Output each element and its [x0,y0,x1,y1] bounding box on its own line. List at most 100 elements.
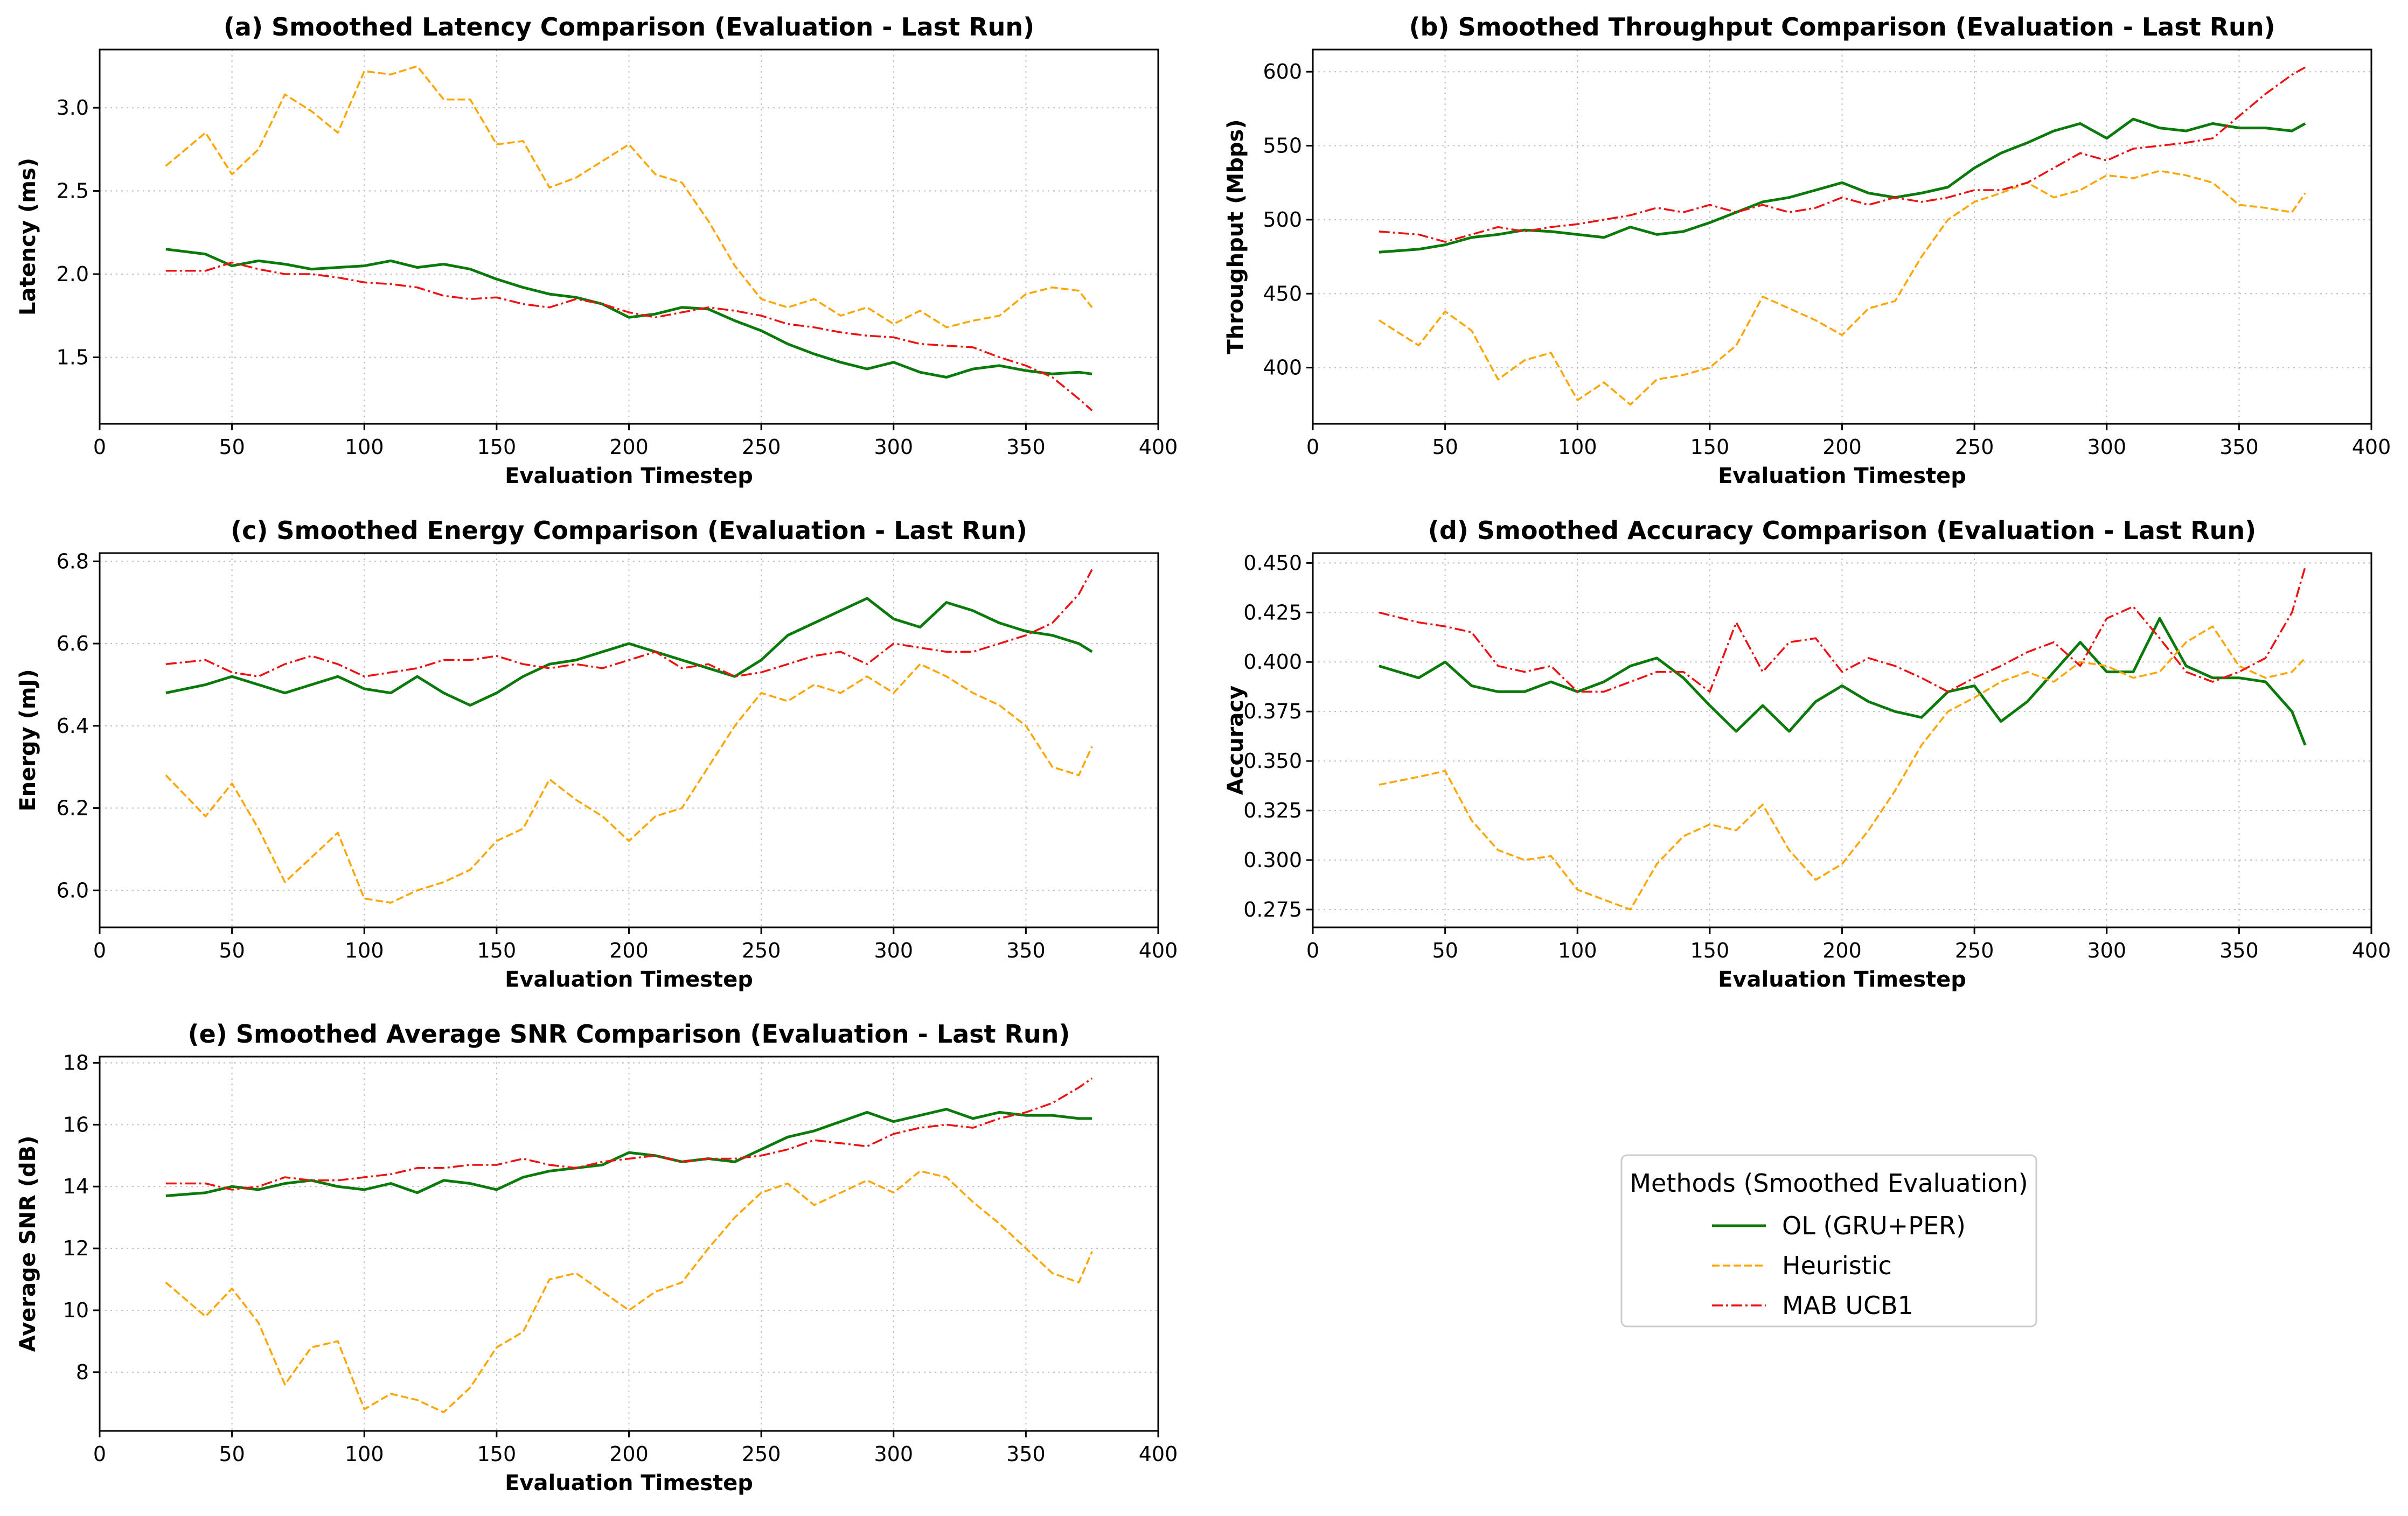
snr-y-axis-label: Average SNR (dB) [16,1136,40,1352]
latency-x-tick-label: 300 [874,435,913,459]
throughput-x-tick-label: 0 [1306,435,1319,459]
throughput-x-axis-label: Evaluation Timestep [1718,464,1966,488]
latency-series-mab [165,261,1093,411]
accuracy-x-tick-label: 0 [1306,939,1319,962]
legend-frame [1620,1154,2037,1328]
throughput-x-tick-label: 100 [1558,435,1597,459]
throughput-series-ol [1379,117,2306,254]
snr-x-tick-label: 300 [874,1442,913,1466]
snr-series-ol [165,1108,1092,1197]
snr-chart-title: (e) Smoothed Average SNR Comparison (Eva… [188,1019,1070,1049]
accuracy-y-axis-label: Accuracy [1223,686,1248,795]
accuracy-series-heuristic [1379,625,2306,911]
snr-x-tick-label: 0 [93,1442,106,1466]
accuracy-y-tick-label: 0.275 [1243,898,1302,921]
latency-x-tick-label: 100 [345,435,384,459]
snr-y-tick-label: 18 [63,1051,89,1074]
snr-x-tick-label: 400 [1139,1442,1178,1466]
energy-y-axis-label: Energy (mJ) [16,669,40,811]
accuracy-chart-title: (d) Smoothed Accuracy Comparison (Evalua… [1428,516,2256,545]
accuracy-y-tick-label: 0.300 [1243,848,1302,872]
latency-x-axis-label: Evaluation Timestep [505,464,753,488]
energy-x-tick-label: 0 [93,939,106,962]
latency-x-tick-label: 150 [477,435,517,459]
snr-x-tick-label: 150 [477,1442,517,1466]
accuracy-y-tick-label: 0.325 [1243,799,1302,822]
throughput-x-tick-label: 200 [1822,435,1862,459]
energy-x-tick-label: 400 [1139,939,1178,962]
snr-y-tick-label: 10 [63,1298,89,1322]
accuracy-y-tick-label: 0.350 [1243,749,1302,773]
energy-y-tick-label: 6.6 [57,632,89,655]
snr-x-tick-label: 50 [219,1442,245,1466]
throughput-series-heuristic [1378,170,2306,406]
latency-x-tick-label: 200 [609,435,649,459]
throughput-y-axis-label: Throughput (Mbps) [1223,119,1248,354]
chart-energy: (c) Smoothed Energy Comparison (Evaluati… [16,516,1178,992]
latency-y-tick-label: 1.5 [57,345,89,369]
accuracy-x-tick-label: 100 [1558,939,1597,962]
accuracy-y-tick-label: 0.375 [1243,700,1302,723]
latency-x-tick-label: 400 [1139,435,1178,459]
latency-chart-title: (a) Smoothed Latency Comparison (Evaluat… [224,12,1034,41]
energy-series-mab [165,569,1093,677]
energy-y-tick-label: 6.0 [57,878,89,902]
energy-y-tick-label: 6.8 [57,549,89,573]
snr-y-tick-label: 8 [76,1360,89,1384]
throughput-chart-title: (b) Smoothed Throughput Comparison (Eval… [1409,12,2275,41]
throughput-x-tick-label: 250 [1955,435,1994,459]
throughput-grid [1312,50,2372,424]
snr-y-tick-label: 12 [63,1236,89,1260]
accuracy-x-tick-label: 300 [2087,939,2126,962]
latency-y-tick-label: 2.5 [57,179,89,203]
chart-snr: (e) Smoothed Average SNR Comparison (Eva… [16,1019,1178,1496]
latency-y-axis-label: Latency (ms) [16,158,40,316]
energy-x-tick-label: 50 [219,939,245,962]
latency-x-tick-label: 350 [1006,435,1046,459]
energy-series-ol [165,597,1093,707]
latency-x-tick-label: 250 [742,435,781,459]
accuracy-x-axis-label: Evaluation Timestep [1718,967,1966,992]
accuracy-x-tick-label: 400 [2352,939,2391,962]
throughput-y-tick-label: 550 [1263,134,1302,158]
energy-x-tick-label: 200 [609,939,649,962]
throughput-y-tick-label: 600 [1263,60,1302,83]
snr-x-axis-label: Evaluation Timestep [505,1471,753,1496]
legend-title: Methods (Smoothed Evaluation) [1630,1169,2028,1198]
throughput-y-tick-label: 400 [1263,356,1302,380]
latency-y-tick-label: 2.0 [57,262,89,286]
throughput-x-tick-label: 50 [1432,435,1458,459]
legend-label-ol: OL (GRU+PER) [1782,1211,1966,1240]
snr-x-tick-label: 100 [345,1442,384,1466]
throughput-series-mab [1379,66,2306,243]
latency-x-tick-label: 50 [219,435,245,459]
latency-grid [99,50,1159,424]
legend: Methods (Smoothed Evaluation) OL (GRU+PE… [1620,1154,2037,1328]
energy-y-tick-label: 6.2 [57,797,89,820]
throughput-x-tick-label: 350 [2219,435,2259,459]
snr-x-tick-label: 250 [742,1442,781,1466]
throughput-x-tick-label: 400 [2352,435,2391,459]
latency-y-tick-label: 3.0 [57,96,89,120]
chart-throughput: (b) Smoothed Throughput Comparison (Eval… [1223,12,2391,488]
accuracy-x-tick-label: 150 [1690,939,1730,962]
chart-accuracy: (d) Smoothed Accuracy Comparison (Evalua… [1223,516,2391,992]
accuracy-y-tick-label: 0.450 [1243,551,1302,575]
snr-x-tick-label: 200 [609,1442,649,1466]
throughput-y-tick-label: 500 [1263,208,1302,232]
accuracy-x-tick-label: 250 [1955,939,1994,962]
energy-x-tick-label: 350 [1006,939,1046,962]
energy-x-tick-label: 100 [345,939,384,962]
accuracy-x-tick-label: 350 [2219,939,2259,962]
throughput-y-tick-label: 450 [1263,282,1302,305]
energy-y-tick-label: 6.4 [57,714,89,738]
accuracy-grid [1312,553,2372,927]
legend-label-mab: MAB UCB1 [1782,1291,1913,1320]
accuracy-x-tick-label: 200 [1822,939,1862,962]
legend-label-heuristic: Heuristic [1782,1251,1892,1280]
snr-y-tick-label: 14 [63,1175,89,1198]
snr-x-tick-label: 350 [1006,1442,1046,1466]
snr-series-heuristic [165,1170,1093,1414]
accuracy-y-tick-label: 0.425 [1243,600,1302,624]
snr-y-tick-label: 16 [63,1113,89,1136]
